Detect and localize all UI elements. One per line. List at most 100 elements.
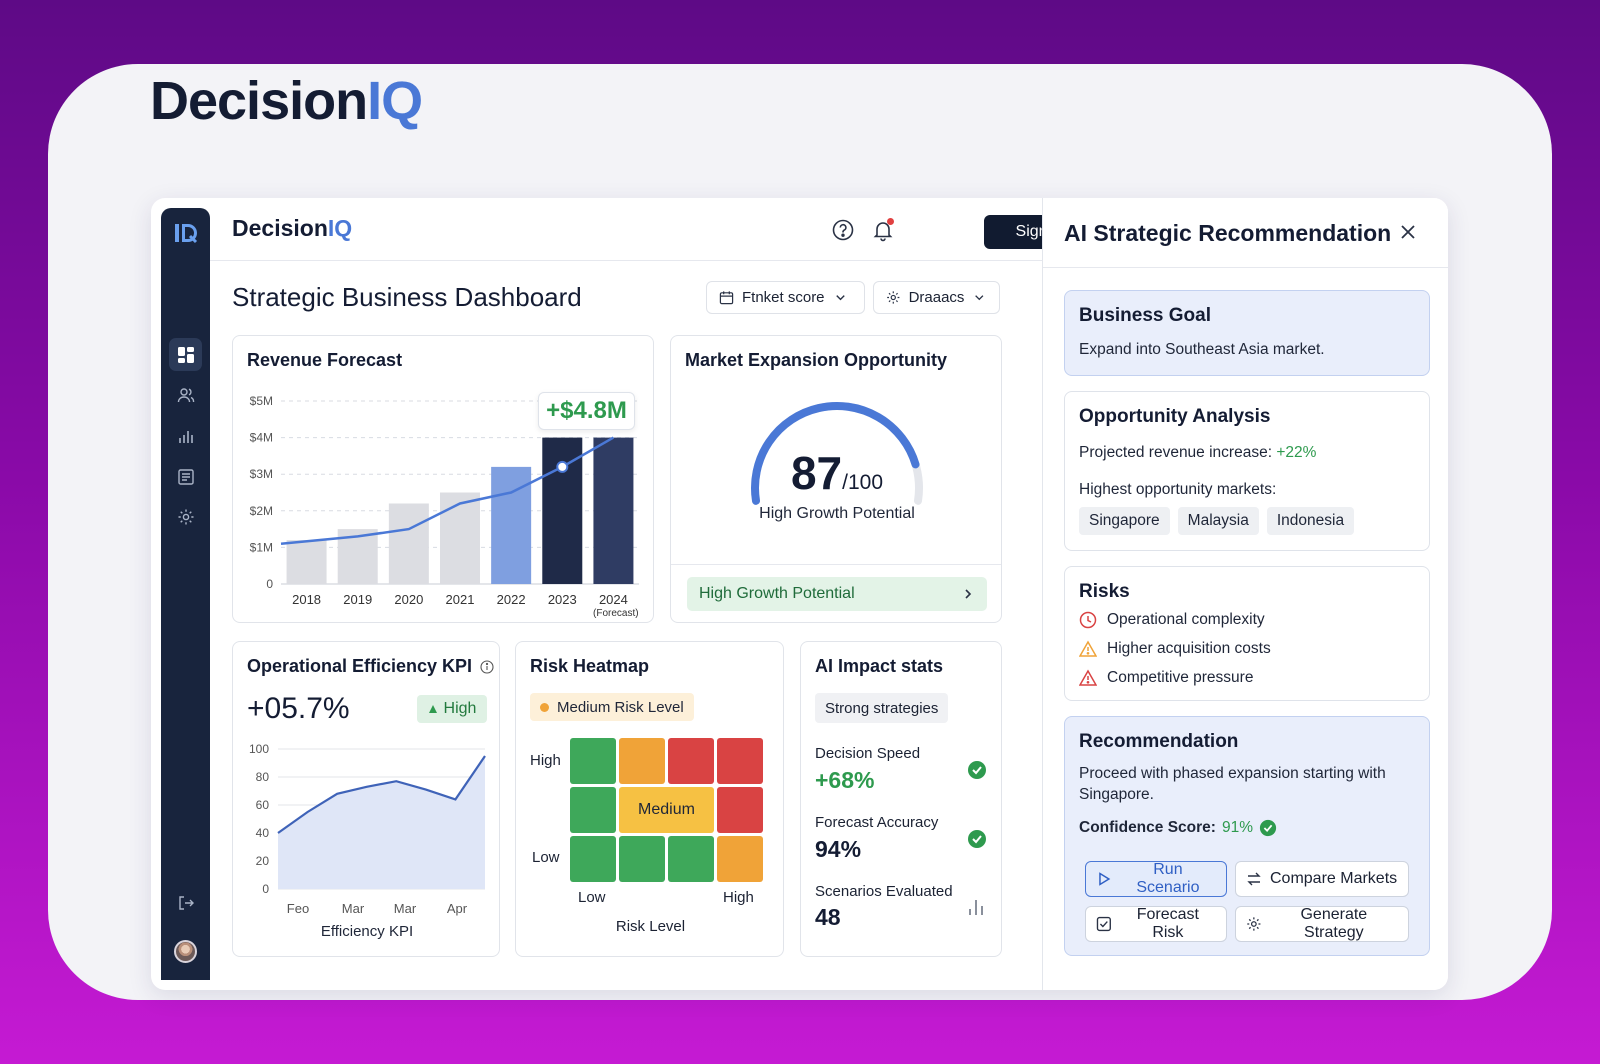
heatmap-cell[interactable]: [717, 787, 763, 833]
risk-item: Higher acquisition costs: [1079, 640, 1271, 658]
x-tick-label: 2022: [497, 592, 526, 607]
logout-button[interactable]: [169, 886, 202, 919]
kpi-line: [277, 755, 486, 834]
efficiency-kpi-card: Operational Efficiency KPI +05.7% High 0…: [232, 641, 500, 957]
heatmap-cell[interactable]: [570, 738, 616, 784]
logout-icon: [178, 895, 194, 910]
recommendation-title: Recommendation: [1079, 731, 1239, 752]
info-icon[interactable]: [480, 659, 494, 674]
kpi-value: +05.7%: [247, 692, 350, 725]
growth-banner[interactable]: High Growth Potential: [687, 577, 987, 611]
top-header: DecisionIQ Sign in: [210, 198, 1096, 261]
market-chip[interactable]: Indonesia: [1266, 507, 1355, 535]
filter-dropdown-2[interactable]: Draaacs: [873, 281, 1000, 314]
confidence-score: Confidence Score: 91%: [1079, 819, 1277, 837]
projected-revenue-label: Projected revenue increase:: [1079, 444, 1273, 461]
run-scenario-button[interactable]: Run Scenario: [1085, 861, 1227, 897]
dashboard-icon: [177, 346, 194, 363]
x-tick-label: Mar: [394, 901, 417, 916]
heatmap-cell[interactable]: [619, 738, 665, 784]
market-expansion-card: Market Expansion Opportunity 87/100 High…: [670, 335, 1002, 623]
close-icon[interactable]: [1399, 223, 1417, 241]
clock-alert-icon: [1079, 611, 1097, 629]
sidebar-item-dashboard[interactable]: [169, 338, 202, 371]
revenue-chart: 0 $1M $2M $3M $4M $5M 2018 2019 2020 2021 2022 2023…: [250, 394, 639, 607]
filter-dropdown-1[interactable]: Ftnket score: [706, 281, 865, 314]
revenue-bar: [593, 437, 634, 584]
recommendation-text: Proceed with phased expansion starting w…: [1079, 765, 1386, 803]
market-chips: Singapore Malaysia Indonesia: [1079, 507, 1362, 535]
forecast-accuracy-value: 94%: [815, 836, 862, 862]
scenarios-value: 48: [815, 904, 841, 930]
heatmap-cell[interactable]: [668, 836, 714, 882]
heatmap-cell[interactable]: [570, 787, 616, 833]
risk-heatmap-card: Risk Heatmap Medium Risk Level High Low …: [515, 641, 784, 957]
heatmap-y-low: Low: [532, 849, 560, 866]
risk-level-badge-label: Medium Risk Level: [557, 698, 684, 716]
business-goal-text: Expand into Southeast Asia market.: [1079, 341, 1325, 358]
panel-title: AI Strategic Recommendation: [1064, 220, 1392, 246]
app-logo-icon[interactable]: [173, 220, 199, 246]
y-tick-label: 80: [256, 770, 270, 784]
compare-markets-button[interactable]: Compare Markets: [1235, 861, 1409, 897]
play-icon: [1099, 872, 1111, 886]
check-circle-icon: [968, 761, 986, 779]
gear-icon: [1247, 917, 1261, 931]
score-value: 87: [790, 447, 843, 499]
risk-item: Operational complexity: [1079, 611, 1265, 629]
projected-revenue: Projected revenue increase: +22%: [1079, 444, 1316, 462]
market-chip[interactable]: Singapore: [1079, 507, 1170, 535]
risk-dot: [540, 702, 549, 712]
kpi-badge-label: High: [443, 700, 477, 717]
heatmap-xlabel: Risk Level: [615, 918, 686, 935]
settings-icon: [178, 509, 193, 524]
sidebar-item-analytics[interactable]: [169, 419, 202, 452]
growth-banner-label: High Growth Potential: [699, 585, 855, 602]
y-tick-label: $2M: [250, 504, 273, 518]
generate-strategy-button[interactable]: Generate Strategy: [1235, 906, 1409, 942]
sidebar-item-settings[interactable]: [169, 500, 202, 533]
scenarios-label: Scenarios Evaluated: [815, 883, 953, 900]
sidebar-item-users[interactable]: [169, 378, 202, 411]
avatar[interactable]: [174, 940, 197, 963]
heatmap-cell-medium[interactable]: Medium: [619, 787, 714, 833]
help-icon[interactable]: [831, 218, 855, 242]
check-circle-icon: [1259, 819, 1277, 837]
sidebar-item-reports[interactable]: [169, 460, 202, 493]
forecast-risk-label: Forecast Risk: [1136, 906, 1199, 941]
recommendation-card: Recommendation Proceed with phased expan…: [1064, 716, 1430, 956]
ai-impact-title: AI Impact stats: [815, 656, 944, 676]
y-tick-label: $1M: [250, 540, 273, 554]
heatmap-cell[interactable]: [668, 738, 714, 784]
reports-icon: [177, 468, 194, 485]
forecast-risk-button[interactable]: Forecast Risk: [1085, 906, 1227, 942]
checkbox-icon: [1096, 916, 1111, 932]
filter-dropdown-2-label: Draaacs: [908, 289, 965, 306]
y-tick-label: 0: [266, 577, 273, 591]
confidence-label: Confidence Score:: [1079, 819, 1216, 836]
business-goal-card: Business Goal Expand into Southeast Asia…: [1064, 290, 1430, 376]
notifications-button[interactable]: [871, 218, 895, 242]
risk-heatmap-title: Risk Heatmap: [530, 656, 650, 676]
compare-markets-label: Compare Markets: [1270, 870, 1398, 887]
chevron-down-icon: [835, 295, 845, 301]
revenue-bar: [286, 540, 327, 584]
chevron-down-icon: [975, 295, 984, 301]
heatmap-cell[interactable]: [717, 836, 763, 882]
warning-icon: [1079, 669, 1097, 686]
forecast-accuracy-label: Forecast Accuracy: [815, 814, 939, 831]
risk-item-label: Operational complexity: [1107, 611, 1265, 628]
run-scenario-label: Run Scenario: [1136, 861, 1200, 896]
revenue-callout: +$4.8M: [538, 392, 635, 430]
heatmap-grid: Medium: [570, 738, 764, 885]
app-window: DecisionIQ Sign in Strategic Business Da…: [151, 198, 1448, 990]
panel-header: AI Strategic Recommendation: [1043, 198, 1448, 268]
market-chip[interactable]: Malaysia: [1177, 507, 1259, 535]
heatmap-cell[interactable]: [717, 738, 763, 784]
forecast-note: (Forecast): [593, 608, 639, 619]
heatmap-cell[interactable]: [619, 836, 665, 882]
heatmap-cell[interactable]: [570, 836, 616, 882]
analytics-icon: [178, 430, 193, 443]
x-tick-label: 2021: [446, 592, 475, 607]
page-title: Strategic Business Dashboard: [232, 282, 582, 312]
